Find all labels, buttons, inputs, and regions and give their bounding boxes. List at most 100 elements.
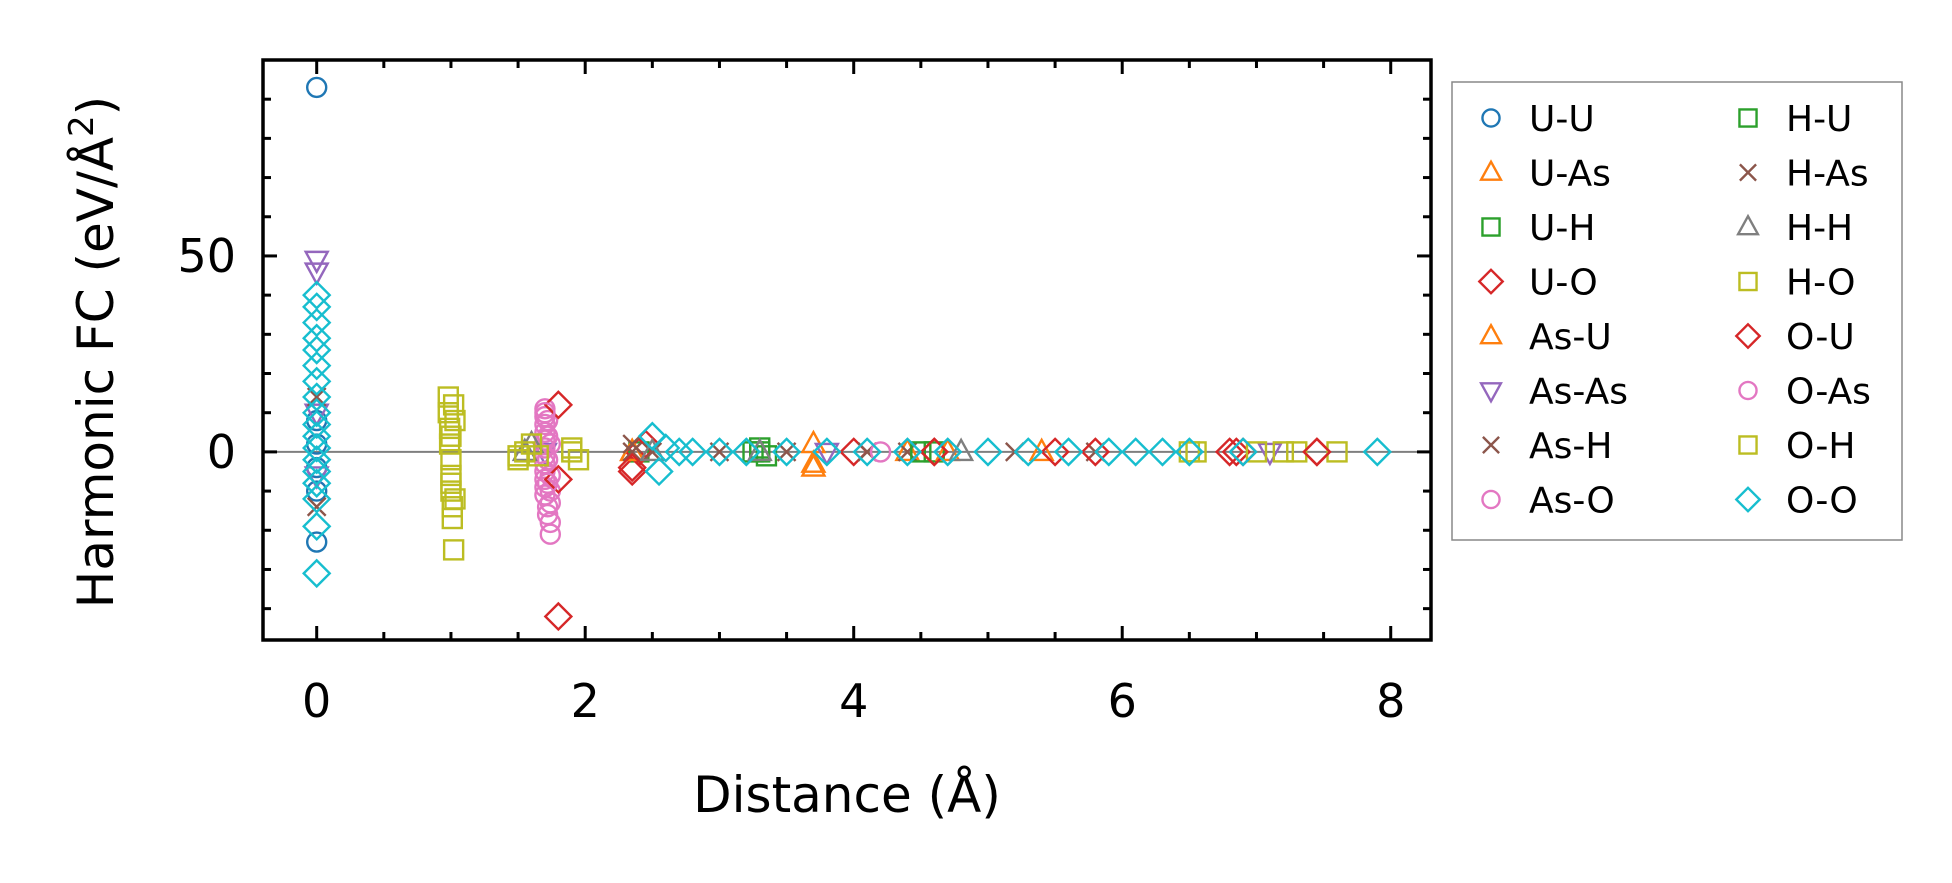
data-point xyxy=(514,441,536,463)
legend-label: U-O xyxy=(1529,263,1598,304)
data-point xyxy=(303,250,330,275)
data-point xyxy=(507,445,529,467)
data-point xyxy=(664,437,694,467)
legend-marker xyxy=(1477,268,1505,295)
data-point xyxy=(1040,437,1070,467)
data-point xyxy=(536,472,559,494)
legend-label: O-U xyxy=(1786,317,1855,358)
data-point xyxy=(441,507,463,530)
x-tick-label: 6 xyxy=(1108,674,1137,728)
legend-marker xyxy=(1479,322,1503,345)
data-point xyxy=(442,539,465,561)
legend-label: U-As xyxy=(1529,154,1611,195)
data-point xyxy=(543,390,574,420)
legend-marker xyxy=(1738,108,1758,128)
x-tick-label: 2 xyxy=(571,674,600,728)
data-point xyxy=(1272,441,1295,463)
axis-ticks xyxy=(263,60,1431,640)
data-point xyxy=(520,433,543,455)
data-point xyxy=(677,437,708,467)
data-point xyxy=(302,445,332,475)
legend-label: As-As xyxy=(1529,372,1628,413)
legend-entry: U-H xyxy=(1481,208,1595,249)
data-point xyxy=(438,417,461,440)
data-point xyxy=(302,398,332,428)
data-point xyxy=(302,366,332,397)
x-tick-label: 4 xyxy=(839,674,868,728)
data-point xyxy=(704,437,735,467)
data-point xyxy=(1326,441,1348,463)
legend-entry: As-O xyxy=(1481,481,1615,522)
data-point xyxy=(302,433,332,463)
plot-frame xyxy=(261,58,1433,642)
data-point xyxy=(869,441,892,463)
data-point xyxy=(973,437,1003,467)
data-point xyxy=(440,472,462,494)
data-point xyxy=(617,452,647,483)
legend-label: O-O xyxy=(1786,481,1858,522)
plot-area xyxy=(261,58,1433,642)
legend-entry: H-H xyxy=(1736,208,1853,249)
legend-entry: As-U xyxy=(1479,317,1612,358)
y-axis-title: Harmonic FC (eV/Å2) xyxy=(62,96,125,608)
data-point xyxy=(1053,437,1084,467)
data-point xyxy=(894,437,921,462)
x-tick-label: 0 xyxy=(302,674,331,728)
data-point xyxy=(543,601,574,632)
data-point xyxy=(1178,441,1201,463)
data-point xyxy=(306,496,327,517)
data-point xyxy=(567,449,590,471)
data-point xyxy=(306,76,328,99)
data-point xyxy=(306,531,328,553)
data-point xyxy=(539,523,562,545)
data-point xyxy=(622,442,643,462)
series-o-o xyxy=(302,280,1392,589)
data-point xyxy=(302,292,332,322)
legend-marker xyxy=(1738,271,1758,292)
data-point xyxy=(1028,437,1055,462)
legend-marker xyxy=(1479,382,1503,404)
data-point xyxy=(438,433,461,455)
legend-marker xyxy=(1736,213,1760,236)
y-axis-title-main: Harmonic FC (eV/Å xyxy=(67,137,125,608)
y-tick-labels: 0 50 xyxy=(177,229,236,479)
legend-marker xyxy=(1739,163,1757,182)
series-o-h xyxy=(440,425,1295,494)
legend-entry: O-U xyxy=(1734,317,1855,358)
legend-marker xyxy=(1738,380,1758,401)
data-point xyxy=(302,421,332,451)
data-point xyxy=(1302,437,1332,467)
y-tick-label: 0 xyxy=(207,425,236,479)
data-point xyxy=(800,453,827,477)
data-point xyxy=(1013,437,1043,467)
legend-label: As-U xyxy=(1529,317,1612,358)
data-point xyxy=(302,409,332,440)
legend-entry: U-U xyxy=(1481,99,1595,140)
data-point xyxy=(934,437,961,462)
x-tick-label: 8 xyxy=(1376,674,1405,728)
data-point xyxy=(442,394,465,416)
legend-entries: U-U U-As U-H U-O As-U As-As As-H As-O H-U H-As H-H… xyxy=(1477,99,1871,522)
legend-label: As-H xyxy=(1529,426,1612,467)
data-point xyxy=(539,511,562,534)
legend-entry: As-As xyxy=(1479,372,1628,413)
legend-label: H-H xyxy=(1786,208,1853,249)
data-point xyxy=(444,488,466,510)
y-axis-title-close: ) xyxy=(67,96,125,116)
legend-label: H-O xyxy=(1786,263,1855,304)
data-marks xyxy=(302,76,1392,632)
data-point xyxy=(1094,437,1124,467)
legend-frame xyxy=(1451,81,1903,541)
legend-entry: H-As xyxy=(1739,154,1869,195)
legend-entry: H-O xyxy=(1738,263,1855,304)
legend-marker xyxy=(1481,217,1501,237)
series-o-as xyxy=(534,402,892,534)
legend-entry: O-H xyxy=(1738,426,1855,467)
legend-entry: O-As xyxy=(1738,372,1871,413)
legend-entry: H-U xyxy=(1738,99,1852,140)
data-point xyxy=(534,413,556,436)
data-point xyxy=(892,437,923,467)
data-point xyxy=(1080,437,1111,467)
data-point xyxy=(742,441,764,463)
